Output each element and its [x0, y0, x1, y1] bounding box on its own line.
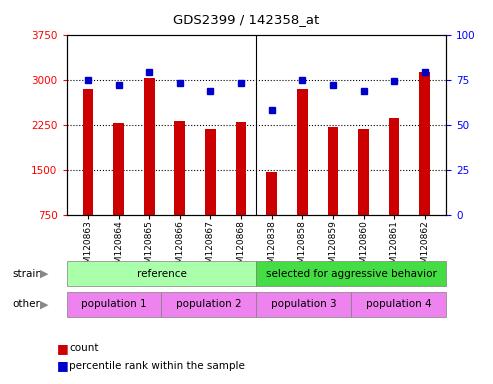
Bar — [256, 261, 446, 286]
Text: population 2: population 2 — [176, 299, 242, 310]
Bar — [144, 78, 155, 215]
Bar — [297, 89, 308, 215]
Text: population 4: population 4 — [366, 299, 431, 310]
Text: selected for aggressive behavior: selected for aggressive behavior — [266, 268, 437, 279]
Text: population 1: population 1 — [81, 299, 147, 310]
Bar — [327, 127, 338, 215]
Text: ■: ■ — [57, 359, 69, 372]
Bar — [67, 292, 162, 317]
Text: percentile rank within the sample: percentile rank within the sample — [69, 361, 245, 371]
Bar — [256, 292, 352, 317]
Text: ■: ■ — [57, 342, 69, 355]
Text: reference: reference — [137, 268, 186, 279]
Bar — [205, 129, 216, 215]
Bar — [67, 261, 256, 286]
Text: ▶: ▶ — [40, 299, 49, 310]
Text: strain: strain — [12, 268, 42, 279]
Bar — [113, 123, 124, 215]
Bar — [358, 129, 369, 215]
Bar — [266, 172, 277, 215]
Bar — [389, 118, 399, 215]
Bar — [162, 292, 256, 317]
Text: other: other — [12, 299, 40, 310]
Text: GDS2399 / 142358_at: GDS2399 / 142358_at — [174, 13, 319, 26]
Text: population 3: population 3 — [271, 299, 337, 310]
Text: ▶: ▶ — [40, 268, 49, 279]
Bar — [83, 89, 93, 215]
Bar — [420, 73, 430, 215]
Bar — [351, 292, 446, 317]
Text: count: count — [69, 343, 99, 353]
Bar — [236, 122, 246, 215]
Bar — [175, 121, 185, 215]
